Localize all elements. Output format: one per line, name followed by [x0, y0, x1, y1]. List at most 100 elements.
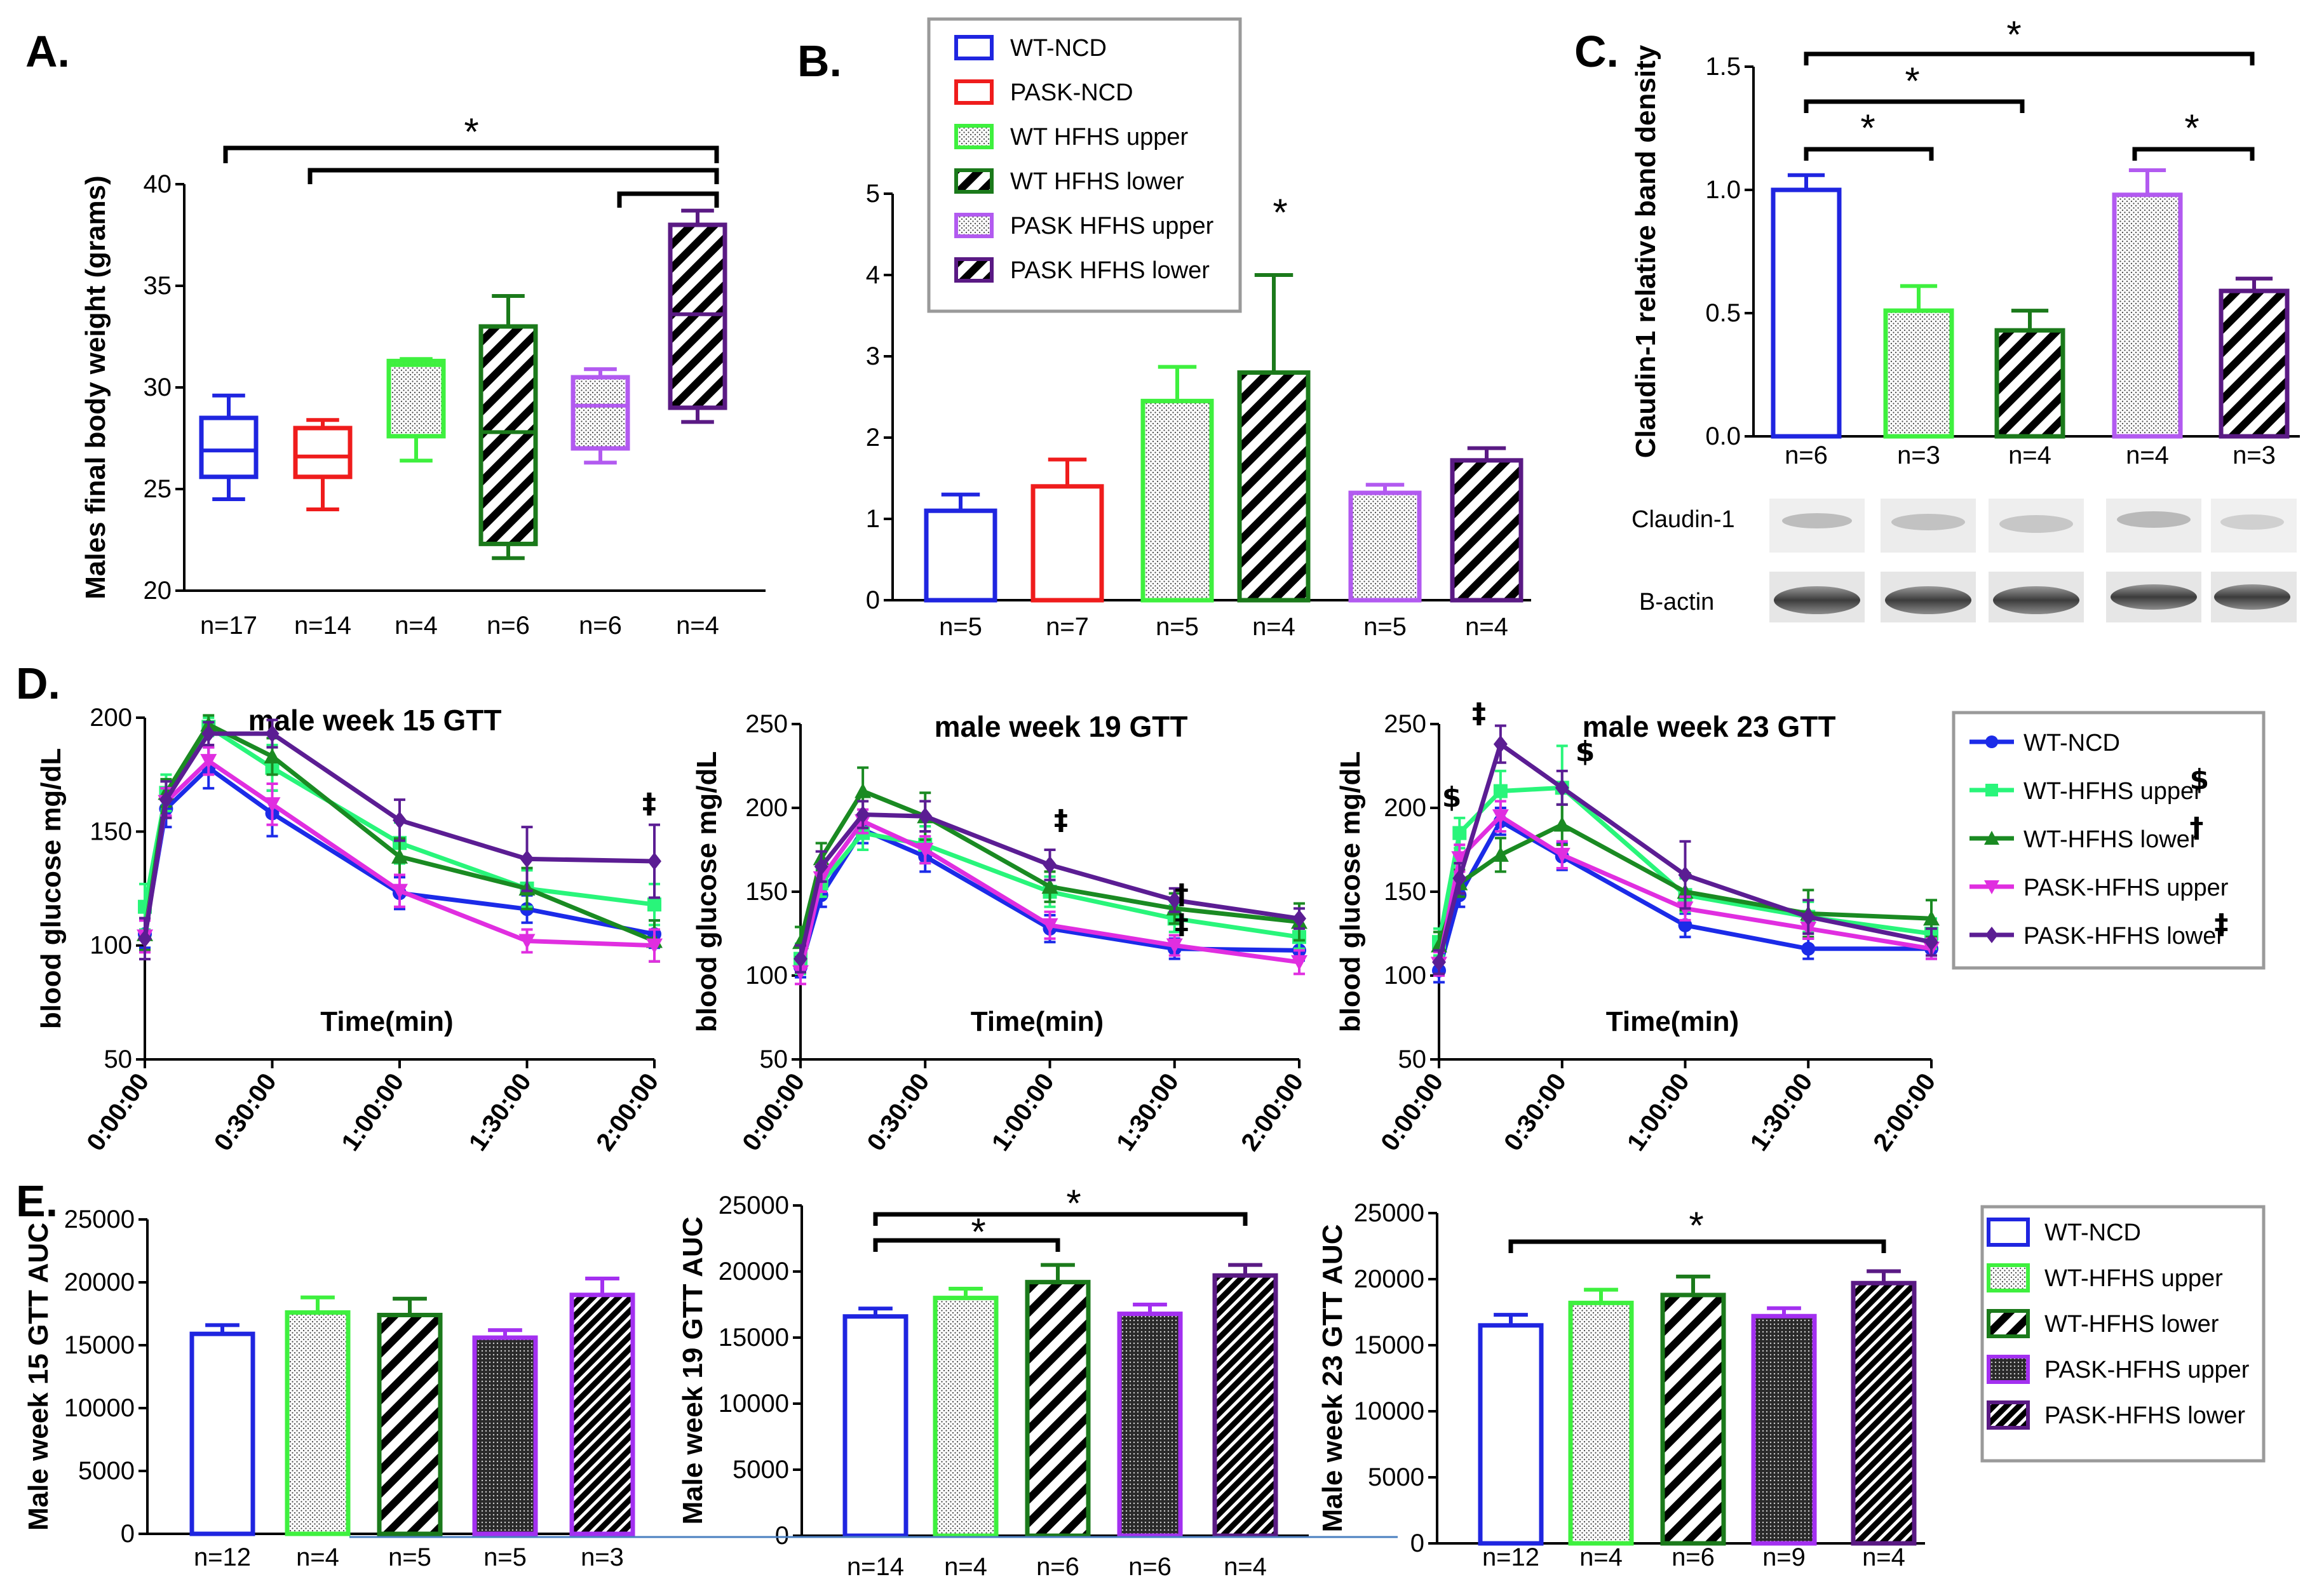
annotation-mark: $	[1576, 735, 1595, 768]
y-tick-label: 25000	[719, 1192, 789, 1219]
y-tick-label: 0	[775, 1522, 789, 1550]
legend-swatch	[954, 213, 994, 238]
x-tick-label: 1:30:00	[464, 1068, 537, 1156]
y-tick-label: 30	[144, 373, 172, 401]
bar	[933, 1296, 999, 1538]
y-tick-label: 10000	[64, 1394, 135, 1422]
y-tick-label: 50	[1398, 1045, 1427, 1073]
data-point	[393, 811, 407, 829]
y-tick-label: 1.0	[1705, 176, 1741, 204]
data-point	[1553, 847, 1571, 863]
x-category-label: n=5	[388, 1543, 431, 1571]
x-tick-label: 0:00:00	[1375, 1068, 1449, 1156]
data-point	[646, 938, 663, 954]
y-axis-label: Male week 15 GTT AUC	[23, 1223, 54, 1531]
chart-title: male week 23 GTT	[1583, 710, 1836, 743]
significance-bracket	[307, 168, 719, 184]
x-tick-label: 2:00:00	[1868, 1068, 1941, 1156]
bar	[1994, 328, 2065, 439]
x-category-label: n=17	[200, 612, 257, 640]
data-point	[520, 850, 534, 868]
data-point	[264, 748, 281, 763]
x-category-label: n=4	[395, 612, 438, 640]
data-point	[647, 852, 661, 870]
legend-label: WT-HFHS upper	[2023, 778, 2202, 805]
x-category-label: n=4	[2008, 441, 2051, 469]
x-category-label: n=6	[1036, 1553, 1079, 1581]
y-tick-label: 10000	[719, 1390, 789, 1418]
y-tick-label: 20000	[719, 1258, 789, 1286]
y-tick-label: 1	[866, 505, 880, 533]
y-tick-label: 15000	[1354, 1331, 1424, 1359]
legend-swatch	[954, 257, 994, 283]
x-category-label: n=6	[487, 612, 530, 640]
data-point	[159, 791, 173, 809]
y-tick-label: 20000	[1354, 1265, 1424, 1293]
x-tick-label: 0:00:00	[81, 1068, 154, 1156]
data-point	[1493, 735, 1508, 753]
legend-swatch	[954, 79, 994, 105]
legend-label: WT-HFHS lower	[2044, 1311, 2219, 1338]
y-tick-label: 0	[121, 1520, 135, 1548]
y-tick-label: 200	[1384, 794, 1426, 822]
legend-swatch	[954, 168, 994, 194]
bar	[1851, 1280, 1917, 1546]
y-tick-label: 250	[1384, 710, 1426, 738]
legend-e: WT-NCD WT-HFHS upper WT-HFHS lower PASK-HFH…	[1980, 1205, 2266, 1463]
x-category-label: n=6	[1785, 441, 1828, 469]
y-axis-label: blood glucose mg/dL	[1335, 751, 1366, 1032]
data-point	[814, 857, 828, 876]
data-point	[1984, 880, 1999, 894]
y-tick-label: 20000	[64, 1268, 135, 1296]
significance-bracket	[873, 1212, 1248, 1226]
data-point	[265, 725, 280, 743]
panel-letter-c: C.	[1574, 27, 1619, 76]
legend-swatch	[1987, 1218, 2030, 1247]
significance-bracket	[1508, 1239, 1886, 1253]
x-tick-label: 1:00:00	[1622, 1068, 1695, 1156]
x-category-label: n=3	[1897, 441, 1940, 469]
y-axis-label: blood glucose mg/dL	[691, 751, 722, 1032]
box	[293, 426, 353, 480]
y-axis-label: blood glucose mg/dL	[36, 748, 67, 1029]
legend-label: WT-NCD	[1010, 35, 1107, 62]
y-tick-label: 150	[90, 817, 132, 845]
legend-label: WT HFHS upper	[1010, 124, 1188, 151]
bar	[1237, 370, 1311, 603]
y-tick-label: 150	[1384, 878, 1426, 906]
data-point	[1493, 784, 1508, 798]
y-tick-label: 5000	[1368, 1463, 1424, 1491]
data-point	[1041, 878, 1058, 894]
bar	[2112, 192, 2183, 439]
legend-mark: $	[2190, 763, 2210, 796]
data-point	[1292, 910, 1306, 928]
data-point	[647, 897, 661, 912]
significance-star: *	[2184, 107, 2199, 149]
data-point	[794, 950, 807, 968]
significance-star: *	[1273, 191, 1287, 234]
y-tick-label: 35	[144, 272, 172, 300]
bar	[924, 508, 997, 603]
legend-label: PASK-HFHS lower	[2044, 1402, 2245, 1429]
data-point	[1985, 784, 1998, 796]
data-point	[855, 782, 872, 798]
significance-bracket	[1804, 51, 2255, 65]
bar	[2219, 288, 2290, 439]
box	[478, 324, 538, 546]
annotation-mark: $	[1442, 781, 1462, 814]
x-category-label: n=4	[296, 1543, 339, 1571]
x-tick-label: 1:30:00	[1745, 1068, 1818, 1156]
legend-mark: †	[2190, 812, 2204, 844]
data-point	[1678, 918, 1692, 932]
significance-star: *	[1066, 1182, 1081, 1225]
y-tick-label: 100	[90, 932, 132, 960]
data-point	[1801, 941, 1816, 956]
y-tick-label: 4	[866, 261, 880, 289]
y-tick-label: 25000	[64, 1205, 135, 1233]
bar	[842, 1314, 909, 1538]
x-category-label: n=4	[1252, 613, 1295, 641]
x-category-label: n=14	[294, 612, 351, 640]
y-tick-label: 15000	[64, 1331, 135, 1359]
